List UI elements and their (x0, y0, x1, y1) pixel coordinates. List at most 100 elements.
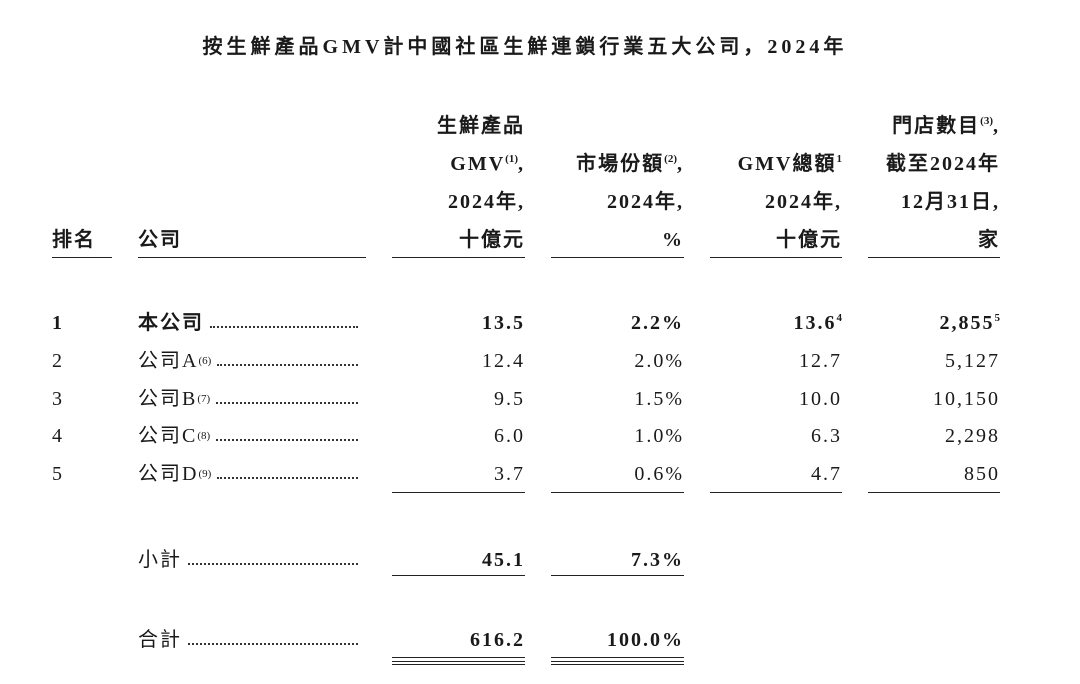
text-segment: % (662, 229, 684, 251)
footnote-mark: (1) (505, 153, 518, 165)
value: 12.4 (482, 350, 525, 372)
value-cell: 13.5 (352, 310, 525, 336)
footnote-mark: 5 (994, 312, 1001, 324)
rule (138, 257, 366, 258)
value-cell: 100.0% (607, 629, 684, 651)
text-segment: 市場份額 (576, 153, 665, 175)
text-segment: 12月31日, (901, 191, 1000, 213)
text-segment: 公司 (138, 229, 182, 251)
value-cell: 6.0 (352, 423, 525, 449)
text-segment: 十億元 (776, 229, 842, 251)
text-segment: 截至2024年 (886, 153, 1000, 175)
rule (551, 257, 684, 258)
rule (868, 257, 1000, 258)
column-header: 十億元 (670, 227, 842, 253)
leader-dots (210, 326, 358, 328)
rule (392, 575, 525, 576)
column-header: 公司 (138, 227, 366, 253)
column-header: 市場份額(2), (511, 151, 684, 177)
company: 公司B (7) (138, 386, 358, 412)
value: 13.5 (482, 312, 525, 334)
rank: 2 (52, 350, 64, 372)
value-cell: 12.7 (670, 348, 842, 374)
text-segment: , (993, 115, 1000, 137)
value-cell: 850 (828, 461, 1000, 487)
value: 6.0 (494, 425, 525, 447)
value-cell: 45.1 (482, 549, 525, 571)
column-header: 2024年, (352, 189, 525, 215)
label: 合計 (138, 629, 182, 651)
text-segment: 公司A (138, 350, 199, 372)
value-cell: 2,8555 (828, 310, 1001, 336)
value-cell: 2,298 (828, 423, 1000, 449)
value-cell: 5,127 (828, 348, 1000, 374)
value: 10.0 (799, 388, 842, 410)
leader-dots (188, 643, 358, 645)
column-header: 十億元 (352, 227, 525, 253)
column-header: 截至2024年 (828, 151, 1000, 177)
text-segment: 家 (978, 229, 1000, 251)
rule (551, 657, 684, 658)
value: 2.0% (634, 350, 684, 372)
value: 6.3 (811, 425, 842, 447)
column-header: GMV總額1 (670, 151, 842, 177)
column-header: 排名 (52, 227, 112, 253)
total-label: 合計 (138, 627, 358, 653)
footnote-mark: 4 (836, 312, 843, 324)
value: 9.5 (494, 388, 525, 410)
rule (392, 257, 525, 258)
rule (392, 661, 525, 662)
leader-dots (216, 402, 358, 404)
column-header: 12月31日, (828, 189, 1000, 215)
rule (551, 492, 684, 493)
rule (710, 257, 842, 258)
company: 本公司 (138, 310, 358, 336)
rule (52, 257, 112, 258)
footnote-mark: 1 (836, 153, 843, 165)
value: 2,298 (945, 425, 1000, 447)
text-segment: 生鮮產品 (437, 115, 525, 137)
rule (392, 657, 525, 658)
text-segment: 十億元 (459, 229, 525, 251)
value-cell: 12.4 (352, 348, 525, 374)
value-cell: 1.5% (511, 386, 684, 412)
footnote-mark: (2) (664, 153, 677, 165)
text-segment: 2024年, (607, 191, 684, 213)
text-segment: 門店數目 (892, 115, 981, 137)
text-segment: GMV總額 (737, 153, 837, 175)
text-segment: , (677, 153, 684, 175)
value: 850 (964, 463, 1000, 485)
value: 2,855 (939, 312, 995, 334)
column-header: 門店數目(3), (828, 113, 1000, 139)
value-cell: 1.0% (511, 423, 684, 449)
value-cell: 7.3% (631, 549, 684, 571)
column-header: 2024年, (511, 189, 684, 215)
text-segment: 本公司 (138, 312, 204, 334)
text-segment: 排名 (52, 229, 96, 251)
value-cell: 13.64 (670, 310, 843, 336)
leader-dots (188, 563, 358, 565)
text-segment: GMV (450, 153, 506, 175)
value: 13.6 (793, 312, 837, 334)
value-cell: 4.7 (670, 461, 842, 487)
rank: 3 (52, 388, 64, 410)
rule (710, 492, 842, 493)
text-segment: 公司C (138, 425, 198, 447)
leader-dots (216, 439, 358, 441)
text-segment: 公司D (138, 463, 199, 485)
value: 0.6% (634, 463, 684, 485)
value-cell: 616.2 (470, 629, 525, 651)
text-segment: 2024年, (448, 191, 525, 213)
column-header: % (511, 227, 684, 253)
text-segment: , (518, 153, 525, 175)
value-cell: 10.0 (670, 386, 842, 412)
rule (551, 575, 684, 576)
company: 公司C (8) (138, 423, 358, 449)
column-header: GMV(1), (352, 151, 525, 177)
rule (392, 492, 525, 493)
rule (551, 664, 684, 665)
company: 公司D (9) (138, 461, 358, 487)
value-cell: 2.0% (511, 348, 684, 374)
value: 1.0% (634, 425, 684, 447)
